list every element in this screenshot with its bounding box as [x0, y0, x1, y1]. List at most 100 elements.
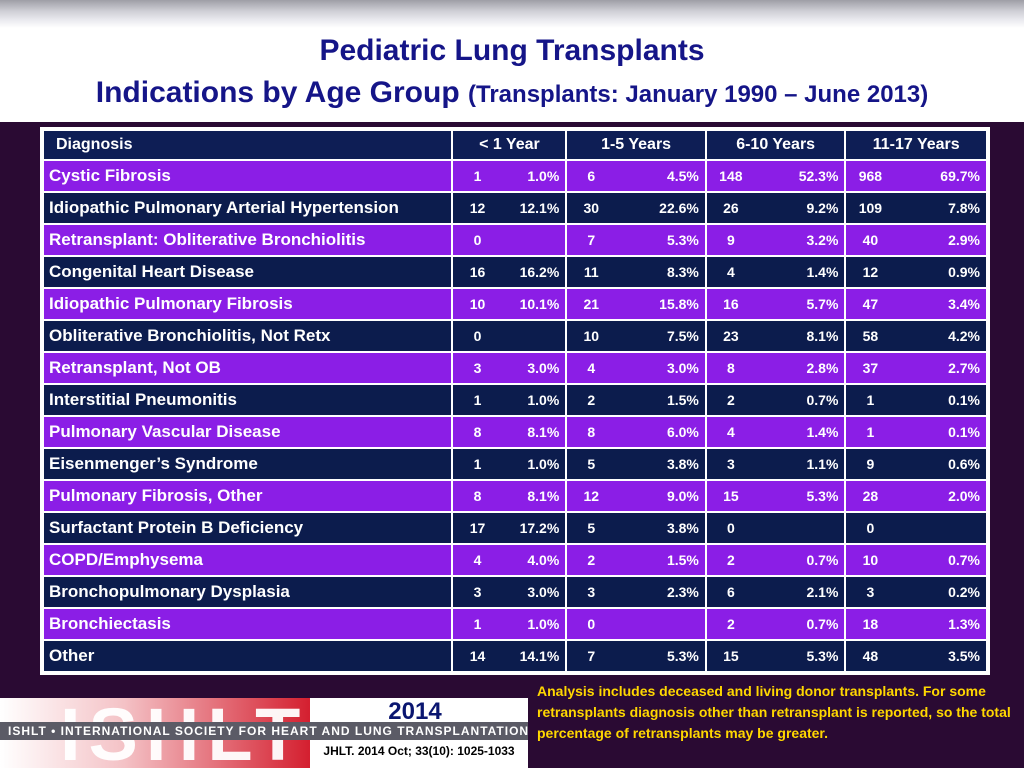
count-value: 4 — [726, 264, 735, 280]
percent-value: 0.1% — [948, 424, 980, 440]
table-row: Interstitial Pneumonitis 1 1.0% 2 1.5% 2 0.7% 1… — [41, 383, 988, 417]
count-value: 10 — [583, 328, 600, 344]
top-gradient-bar — [0, 0, 1024, 28]
age-group-cell: 2 0.7% — [704, 383, 847, 417]
age-group-cell: 14 14.1% — [451, 639, 568, 673]
count-value: 2 — [726, 616, 735, 632]
page-title: Pediatric Lung Transplants — [319, 34, 705, 67]
age-group-cell: 23 8.1% — [704, 319, 847, 353]
percent-value: 3.4% — [948, 296, 980, 312]
count-value: 968 — [858, 168, 883, 184]
header-11-17-years: 11-17 Years — [844, 129, 988, 161]
count-value: 5 — [587, 456, 596, 472]
age-group-cell: 21 15.8% — [565, 287, 707, 321]
age-group-cell: 148 52.3% — [704, 159, 847, 193]
age-group-cell: 47 3.4% — [844, 287, 988, 321]
count-value: 9 — [866, 456, 875, 472]
percent-value: 5.3% — [806, 648, 839, 664]
percent-value: 16.2% — [519, 264, 560, 280]
count-value: 0 — [587, 616, 596, 632]
percent-value: 3.0% — [666, 360, 699, 376]
percent-value: 9.0% — [666, 488, 699, 504]
table-row: COPD/Emphysema 4 4.0% 2 1.5% 2 0.7% 10 0.7% — [41, 543, 988, 577]
age-group-cell: 5 3.8% — [565, 447, 707, 481]
count-value: 1 — [473, 616, 482, 632]
count-value: 3 — [726, 456, 735, 472]
percent-value: 6.0% — [666, 424, 699, 440]
count-value: 0 — [726, 520, 735, 536]
diagnosis-cell: Interstitial Pneumonitis — [41, 383, 454, 417]
age-group-cell: 12 9.0% — [565, 479, 707, 513]
count-value: 109 — [858, 200, 883, 216]
percent-value: 7.5% — [666, 328, 699, 344]
diagnosis-cell: Retransplant, Not OB — [41, 351, 454, 385]
percent-value: 3.8% — [666, 520, 699, 536]
percent-value: 0.6% — [948, 456, 980, 472]
count-value: 148 — [719, 168, 743, 184]
age-group-cell: 4 3.0% — [565, 351, 707, 385]
table-row: Pulmonary Fibrosis, Other 8 8.1% 12 9.0% 15 5.… — [41, 479, 988, 513]
page-subtitle: Indications by Age Group (Transplants: J… — [0, 76, 1024, 110]
count-value: 23 — [723, 328, 739, 344]
count-value: 14 — [469, 648, 486, 664]
age-group-cell: 11 8.3% — [565, 255, 707, 289]
report-year: 2014 — [388, 698, 442, 725]
count-value: 47 — [862, 296, 879, 312]
count-value: 11 — [583, 264, 599, 280]
count-value: 12 — [583, 488, 600, 504]
table-row: Congenital Heart Disease 16 16.2% 11 8.3% 4 1.… — [41, 255, 988, 289]
count-value: 17 — [469, 520, 486, 536]
percent-value: 7.8% — [948, 200, 980, 216]
percent-value: 22.6% — [659, 200, 699, 216]
percent-value: 0.7% — [806, 392, 839, 408]
percent-value: 2.3% — [666, 584, 699, 600]
diagnosis-cell: Idiopathic Pulmonary Fibrosis — [41, 287, 454, 321]
count-value: 18 — [862, 616, 879, 632]
count-value: 1 — [473, 456, 482, 472]
percent-value: 3.5% — [948, 648, 980, 664]
table-body: Cystic Fibrosis 1 1.0% 6 4.5% 148 52.3% 968 69.7… — [41, 159, 988, 673]
table-row: Pulmonary Vascular Disease 8 8.1% 8 6.0% 4 1.4… — [41, 415, 988, 449]
count-value: 2 — [726, 552, 735, 568]
percent-value: 1.1% — [806, 456, 839, 472]
percent-value: 1.4% — [806, 264, 839, 280]
indications-table: Diagnosis < 1 Year 1-5 Years 6-10 Years … — [41, 129, 988, 673]
count-value: 12 — [469, 200, 486, 216]
count-value: 48 — [862, 648, 879, 664]
percent-value: 5.3% — [806, 488, 839, 504]
count-value: 0 — [866, 520, 875, 536]
age-group-cell: 1 1.0% — [451, 159, 568, 193]
count-value: 6 — [587, 168, 596, 184]
age-group-cell: 15 5.3% — [704, 479, 847, 513]
count-value: 16 — [469, 264, 486, 280]
age-group-cell: 4 4.0% — [451, 543, 568, 577]
age-group-cell: 1 1.0% — [451, 447, 568, 481]
percent-value: 1.0% — [527, 456, 560, 472]
count-value: 1 — [473, 392, 482, 408]
age-group-cell: 2 0.7% — [704, 607, 847, 641]
count-value: 0 — [473, 328, 482, 344]
age-group-cell: 26 9.2% — [704, 191, 847, 225]
count-value: 40 — [862, 232, 879, 248]
percent-value: 4.5% — [666, 168, 699, 184]
age-group-cell: 2 0.7% — [704, 543, 847, 577]
age-group-cell: 16 16.2% — [451, 255, 568, 289]
age-group-cell: 10 10.1% — [451, 287, 568, 321]
count-value: 8 — [473, 424, 482, 440]
count-value: 15 — [723, 648, 739, 664]
table-row: Bronchopulmonary Dysplasia 3 3.0% 3 2.3% 6 2.1… — [41, 575, 988, 609]
header-1-5-years: 1-5 Years — [565, 129, 707, 161]
percent-value: 0.7% — [948, 552, 980, 568]
society-name: ISHLT • INTERNATIONAL SOCIETY FOR HEART … — [8, 724, 530, 738]
age-group-cell: 30 22.6% — [565, 191, 707, 225]
table-header-row: Diagnosis < 1 Year 1-5 Years 6-10 Years … — [41, 129, 988, 161]
age-group-cell: 28 2.0% — [844, 479, 988, 513]
age-group-cell: 6 2.1% — [704, 575, 847, 609]
percent-value: 0.1% — [948, 392, 980, 408]
percent-value: 3.0% — [527, 584, 560, 600]
age-group-cell: 0 — [565, 607, 707, 641]
percent-value: 4.2% — [948, 328, 980, 344]
header-6-10-years: 6-10 Years — [704, 129, 847, 161]
percent-value: 5.7% — [806, 296, 839, 312]
percent-value: 1.4% — [806, 424, 839, 440]
